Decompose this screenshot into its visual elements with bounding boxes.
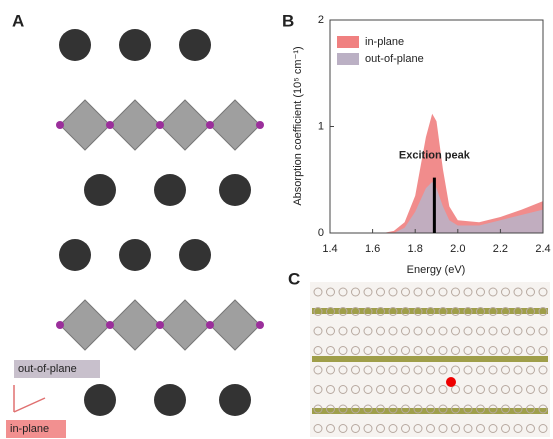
legend-label: in-plane bbox=[365, 36, 404, 48]
legend-swatch bbox=[337, 36, 359, 48]
x-tick-label: 1.4 bbox=[322, 243, 337, 255]
legend-swatch bbox=[337, 53, 359, 65]
panel-label: A bbox=[12, 11, 24, 30]
panel-label: C bbox=[288, 269, 300, 288]
structure-c bbox=[310, 282, 550, 437]
x-tick-label: 1.8 bbox=[408, 243, 423, 255]
structure-a: out-of-plane in-plane bbox=[6, 29, 264, 438]
legend-label: out-of-plane bbox=[365, 53, 424, 65]
y-tick-label: 1 bbox=[318, 120, 324, 132]
figure: out-of-plane in-plane A B C Energy (eV) … bbox=[0, 0, 553, 439]
x-tick-label: 2.0 bbox=[450, 243, 465, 255]
panel-label: B bbox=[282, 11, 294, 30]
x-tick-label: 2.2 bbox=[493, 243, 508, 255]
y-tick-label: 0 bbox=[318, 227, 324, 239]
area bbox=[330, 182, 543, 233]
y-tick-label: 2 bbox=[318, 14, 324, 26]
x-tick-label: 2.4 bbox=[535, 243, 550, 255]
axis-tag: in-plane bbox=[10, 423, 49, 435]
x-tick-label: 1.6 bbox=[365, 243, 380, 255]
y-axis-label: Absorption coefficient (10⁵ cm⁻¹) bbox=[292, 46, 304, 205]
x-axis-label: Energy (eV) bbox=[407, 264, 466, 276]
axis-tag: out-of-plane bbox=[18, 363, 77, 375]
annotation: Excition peak bbox=[399, 150, 471, 162]
